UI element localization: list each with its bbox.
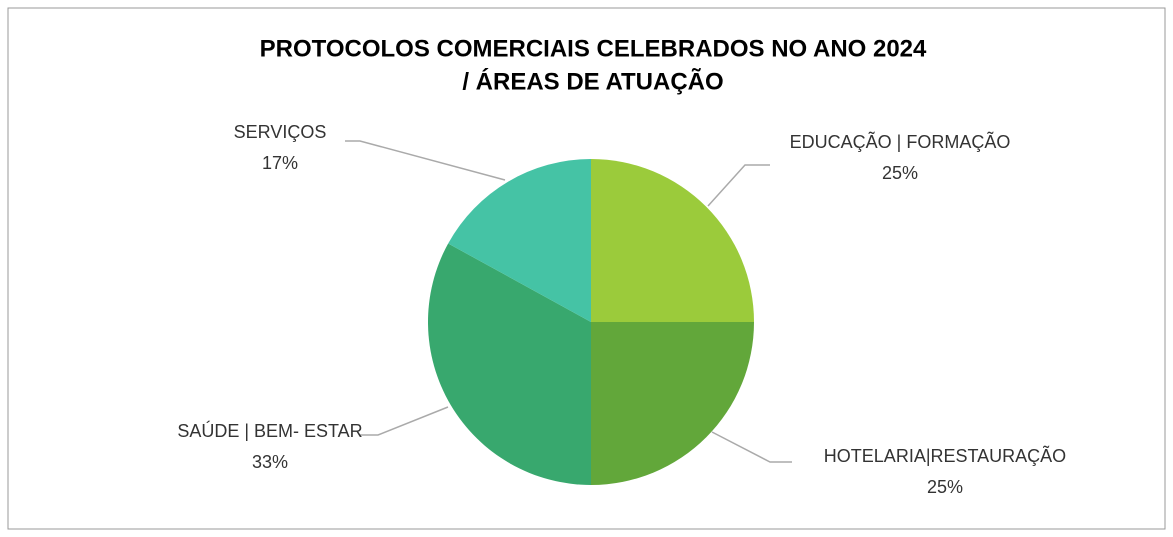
slice-value-label: 33% xyxy=(252,452,288,472)
leader-line xyxy=(707,164,770,207)
slice-label: SAÚDE | BEM- ESTAR xyxy=(177,420,362,441)
slice-label: EDUCAÇÃO | FORMAÇÃO xyxy=(790,131,1011,152)
chart-title: / ÁREAS DE ATUAÇÃO xyxy=(462,67,723,95)
leader-line xyxy=(711,431,792,463)
slice-label: SERVIÇOS xyxy=(234,122,327,142)
slice-label: HOTELARIA|RESTAURAÇÃO xyxy=(824,445,1066,466)
leader-line xyxy=(345,140,506,181)
pie-slice xyxy=(591,159,754,322)
chart-title: PROTOCOLOS COMERCIAIS CELEBRADOS NO ANO … xyxy=(260,35,927,62)
pie-slice xyxy=(591,322,754,485)
slice-value-label: 25% xyxy=(882,163,918,183)
pie-slice xyxy=(448,159,591,322)
leader-line xyxy=(360,406,449,436)
pie-slice xyxy=(428,243,591,485)
slice-value-label: 17% xyxy=(262,153,298,173)
slice-value-label: 25% xyxy=(927,477,963,497)
